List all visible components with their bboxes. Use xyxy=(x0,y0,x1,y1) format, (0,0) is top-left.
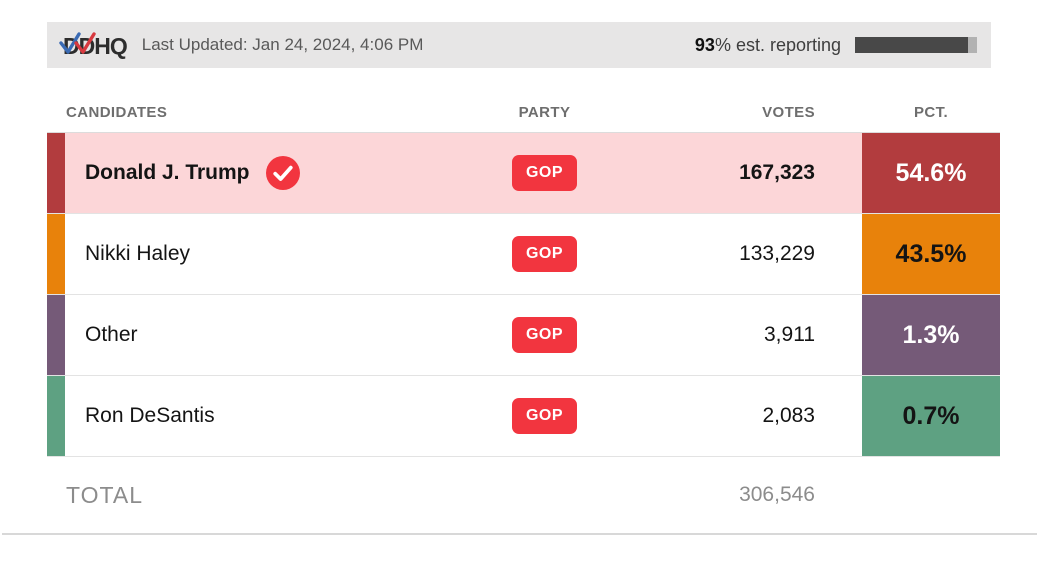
party-color-strip xyxy=(47,214,65,294)
candidate-row-haley[interactable]: Nikki Haley GOP 133,229 43.5% xyxy=(47,214,1000,295)
party-badge: GOP xyxy=(511,155,578,191)
candidate-name: Nikki Haley xyxy=(85,242,191,265)
reporting-percent-label: % est. reporting xyxy=(714,34,841,55)
party-badge: GOP xyxy=(511,236,578,272)
candidate-row-trump[interactable]: Donald J. Trump GOP 167,323 54.6% xyxy=(47,133,1000,214)
pct-cell: 54.6% xyxy=(862,133,1000,213)
party-badge: GOP xyxy=(511,398,578,434)
column-header-pct: PCT. xyxy=(913,104,949,121)
votes-value: 3,911 xyxy=(764,323,815,346)
candidate-name: Other xyxy=(85,323,138,346)
reporting-status: 93 % est. reporting xyxy=(695,35,977,56)
results-table: CANDIDATES PARTY VOTES PCT. Donald J. Tr… xyxy=(47,93,1000,533)
winner-check-badge xyxy=(265,156,300,190)
votes-value: 2,083 xyxy=(762,404,815,427)
party-badge: GOP xyxy=(511,317,578,353)
votes-value: 167,323 xyxy=(739,161,815,184)
bottom-divider xyxy=(2,533,1037,535)
votes-value: 133,229 xyxy=(739,242,815,265)
election-results-widget: DDHQ Last Updated: Jan 24, 2024, 4:06 PM… xyxy=(0,22,1039,535)
ddhq-logo[interactable]: DDHQ xyxy=(59,31,128,59)
pct-cell: 0.7% xyxy=(862,376,1000,456)
column-header-party: PARTY xyxy=(518,104,571,121)
table-header-row: CANDIDATES PARTY VOTES PCT. xyxy=(47,93,1000,133)
total-votes-value: 306,546 xyxy=(739,483,815,506)
total-label: TOTAL xyxy=(66,481,143,508)
candidate-row-other[interactable]: Other GOP 3,911 1.3% xyxy=(47,295,1000,376)
last-updated-text: Last Updated: Jan 24, 2024, 4:06 PM xyxy=(141,35,424,54)
party-color-strip xyxy=(47,133,65,213)
reporting-percent-value: 93 xyxy=(694,34,715,55)
winner-check-icon xyxy=(265,156,300,190)
candidate-row-desantis[interactable]: Ron DeSantis GOP 2,083 0.7% xyxy=(47,376,1000,457)
party-color-strip xyxy=(47,295,65,375)
total-row: TOTAL 306,546 xyxy=(47,457,1000,533)
pct-cell: 1.3% xyxy=(862,295,1000,375)
reporting-progress-bar xyxy=(855,37,977,53)
column-header-candidates: CANDIDATES xyxy=(66,104,168,121)
column-header-votes: VOTES xyxy=(762,104,815,121)
candidate-name: Ron DeSantis xyxy=(85,404,215,427)
pct-cell: 43.5% xyxy=(862,214,1000,294)
candidate-name: Donald J. Trump xyxy=(85,161,250,184)
ddhq-logo-text: DDHQ xyxy=(63,32,128,59)
party-color-strip xyxy=(47,376,65,456)
status-bar: DDHQ Last Updated: Jan 24, 2024, 4:06 PM… xyxy=(47,22,991,68)
reporting-progress-fill xyxy=(855,37,969,53)
